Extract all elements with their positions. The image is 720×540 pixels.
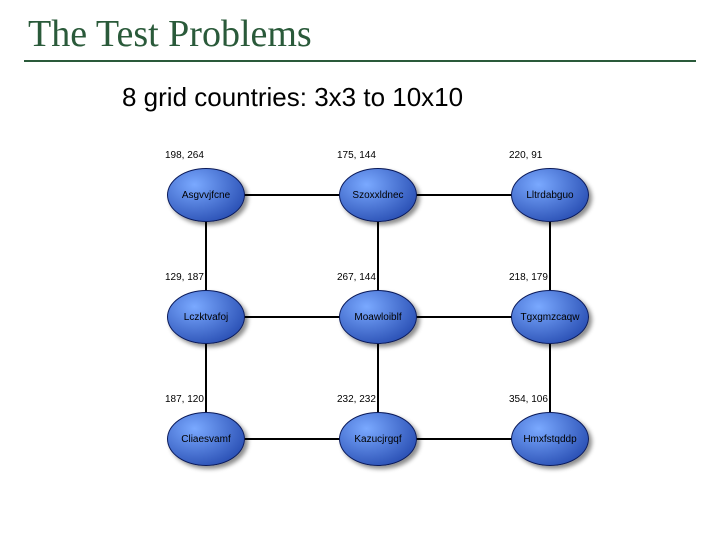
edge-label: 187, 120 [165,394,204,405]
graph-node-label: Lltrdabguo [526,190,573,201]
graph-node-label: Moawloiblf [354,312,401,323]
subtitle: 8 grid countries: 3x3 to 10x10 [122,82,696,113]
edge-label: 129, 187 [165,272,204,283]
graph-node: Hmxfstqddp [511,412,589,466]
page-title: The Test Problems [24,12,696,56]
title-rule [24,60,696,62]
slide: The Test Problems 8 grid countries: 3x3 … [0,0,720,540]
graph-node-label: Asgvvjfcne [182,190,230,201]
edge-label: 354, 106 [509,394,548,405]
graph-node: Asgvvjfcne [167,168,245,222]
edge-label: 267, 144 [337,272,376,283]
graph-node-label: Kazucjrgqf [354,434,401,445]
graph-node-label: Tgxgmzcaqw [521,312,580,323]
graph-node: Moawloiblf [339,290,417,344]
graph-node: Kazucjrgqf [339,412,417,466]
graph-node: Tgxgmzcaqw [511,290,589,344]
graph-node: Szoxxldnec [339,168,417,222]
edge-label: 198, 264 [165,150,204,161]
graph-node: Lltrdabguo [511,168,589,222]
graph-node: Cliaesvamf [167,412,245,466]
edge-label: 175, 144 [337,150,376,161]
grid-diagram: Asgvvjfcne Szoxxldnec Lltrdabguo Lczktvafoj… [134,121,614,501]
edge-label: 232, 232 [337,394,376,405]
edge-label: 220, 91 [509,150,542,161]
graph-node-label: Szoxxldnec [352,190,403,201]
edge-label: 218, 179 [509,272,548,283]
graph-node-label: Cliaesvamf [181,434,230,445]
graph-node: Lczktvafoj [167,290,245,344]
graph-node-label: Lczktvafoj [184,312,228,323]
graph-node-label: Hmxfstqddp [523,434,576,445]
